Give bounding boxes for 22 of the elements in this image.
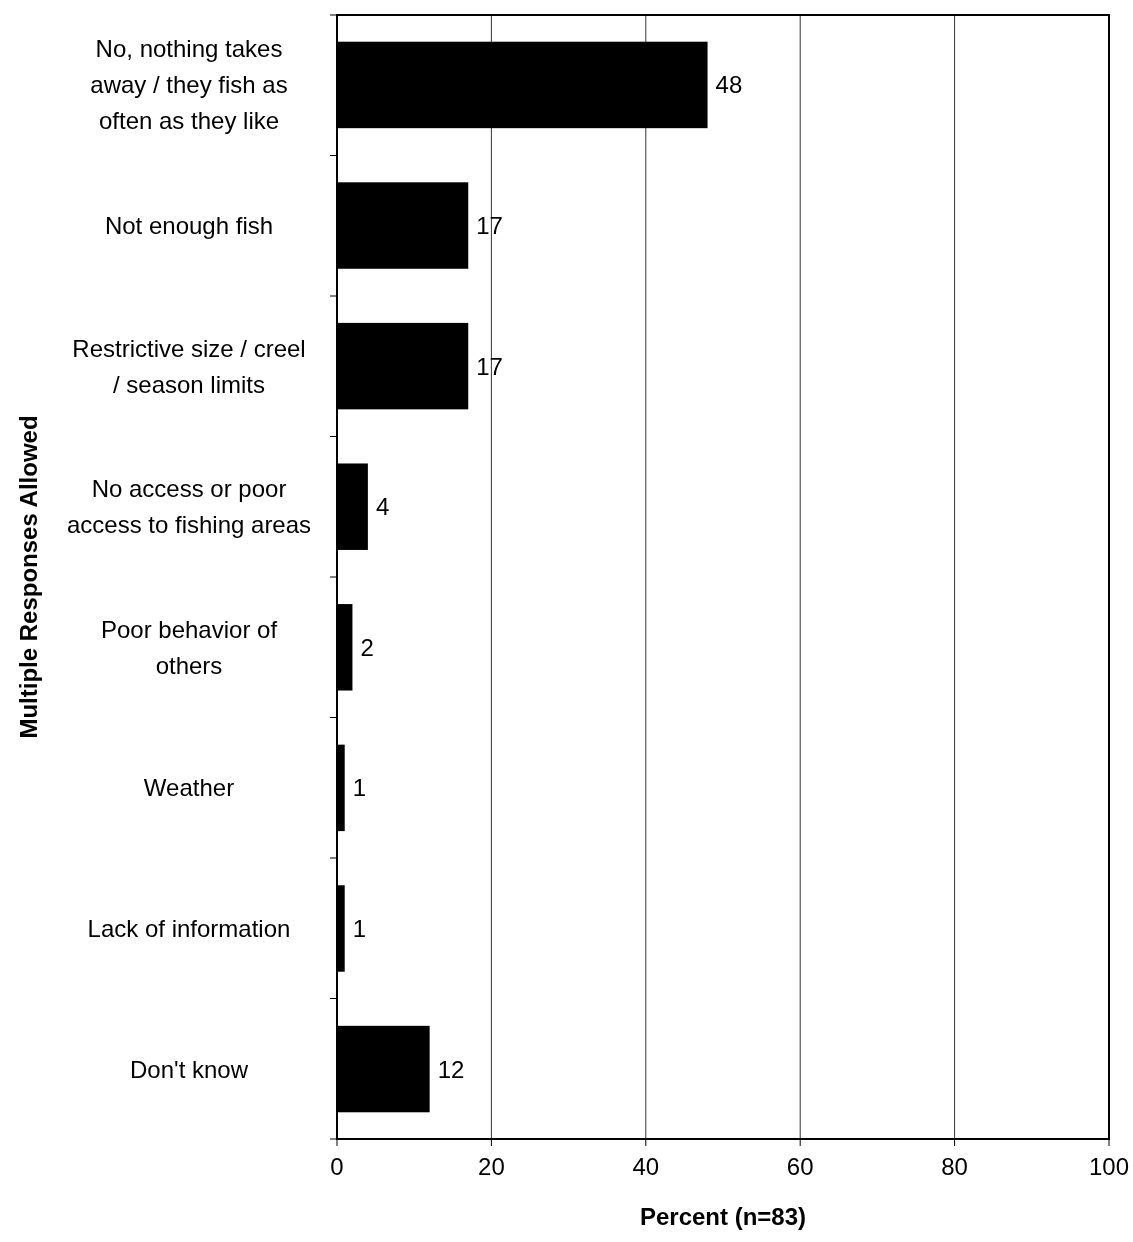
- data-label: 1: [352, 914, 367, 942]
- x-tick-label: 60: [786, 1153, 814, 1180]
- data-label: 12: [437, 1055, 465, 1083]
- x-axis-title: Percent (n=83): [639, 1203, 807, 1230]
- data-label: 4: [375, 493, 390, 521]
- y-tick-label: Weather: [143, 774, 235, 802]
- data-label: 2: [360, 633, 374, 661]
- y-tick-label: Lack of information: [87, 914, 291, 942]
- x-tick-label: 0: [330, 1153, 344, 1180]
- y-tick-label: Restrictive size / creel / season limits: [72, 334, 306, 398]
- x-tick-label: 20: [478, 1153, 505, 1180]
- x-tick-label: 80: [941, 1153, 968, 1180]
- y-tick-label: Don't know: [130, 1055, 249, 1083]
- data-label: 48: [715, 71, 743, 99]
- x-tick-label: 100: [1088, 1153, 1130, 1180]
- data-label: 1: [352, 774, 367, 802]
- y-tick-label: No, nothing takes away / they fish as often as they like: [90, 35, 288, 135]
- x-tick-label: 40: [632, 1153, 660, 1180]
- y-axis-title: Multiple Responses Allowed: [15, 415, 42, 739]
- y-tick-label: Not enough fish: [104, 212, 274, 240]
- y-tick-label: Poor behavior of others: [100, 615, 278, 679]
- y-tick-label: No access or poor access to fishing areas: [66, 475, 312, 539]
